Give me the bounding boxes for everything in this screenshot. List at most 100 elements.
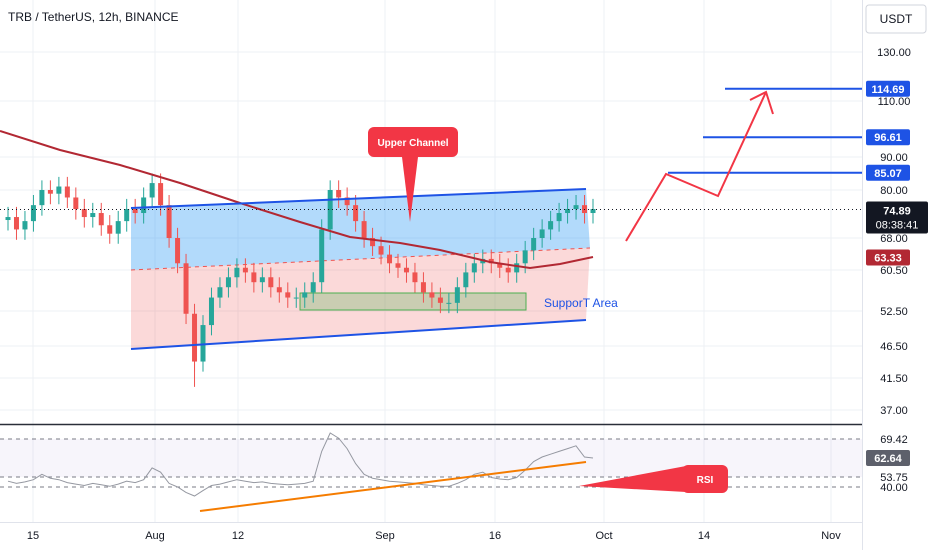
rsi-callout-label: RSI <box>697 475 714 486</box>
candle-body <box>565 209 571 214</box>
support-area-label: SupporT Area <box>544 296 618 310</box>
x-tick-label: 15 <box>27 530 39 542</box>
y-tick-label: 41.50 <box>880 373 908 385</box>
candle-body <box>90 213 96 218</box>
candle-body <box>412 272 418 283</box>
y-tick-label: 37.00 <box>880 405 908 417</box>
candle-body <box>166 205 172 238</box>
candle-body <box>107 225 113 234</box>
moving-average <box>0 130 594 270</box>
x-tick-label: Sep <box>375 530 395 542</box>
upper-channel-line <box>130 188 587 209</box>
candle-body <box>149 183 155 198</box>
candle-body <box>327 190 333 230</box>
candle-body <box>115 221 121 234</box>
candle-body <box>13 217 19 230</box>
candle-body <box>420 282 426 293</box>
countdown-label: 08:38:41 <box>876 219 919 231</box>
last-price-label: 74.89 <box>883 205 911 217</box>
candle-body <box>590 209 596 214</box>
candle-body <box>158 183 164 206</box>
candle-body <box>514 263 520 273</box>
rsi-trendline <box>199 461 587 512</box>
candle-body <box>319 229 325 283</box>
candle-body <box>251 272 257 283</box>
candle-body <box>395 263 401 268</box>
rsi-callout <box>682 465 728 493</box>
price-tag-label: 114.69 <box>871 84 904 96</box>
upper-channel-label: Upper Channel <box>377 138 448 149</box>
candle-body <box>488 258 494 264</box>
candle-body <box>446 302 452 304</box>
rsi-line <box>7 432 594 497</box>
y-tick-label: 68.00 <box>880 233 908 245</box>
time-axis: 15 Aug 12 Sep 16 Oct 14 Nov <box>27 530 841 542</box>
projection-arrow-head <box>749 90 774 115</box>
candle-body <box>285 292 291 298</box>
x-tick-label: 12 <box>232 530 244 542</box>
candle-body <box>505 267 511 273</box>
candle-body <box>200 325 206 362</box>
candle-body <box>522 250 528 264</box>
rsi-tick-label: 53.75 <box>880 472 908 484</box>
rsi-value-label: 62.64 <box>874 453 902 465</box>
candle-body <box>497 263 503 268</box>
upper-channel-callout <box>368 127 458 157</box>
price-tag-85.07 <box>866 164 910 181</box>
last-price-tag <box>866 201 928 234</box>
candle-body <box>293 297 299 299</box>
candle-body <box>208 297 214 326</box>
candle-body <box>259 277 265 283</box>
price-tag-label: 85.07 <box>874 168 902 180</box>
price-tag-63.33 <box>866 249 910 266</box>
candle-body <box>403 267 409 273</box>
candle-body <box>336 190 342 198</box>
candle-body <box>22 221 28 230</box>
y-tick-label: 110.00 <box>878 96 911 108</box>
y-tick-label: 60.50 <box>880 265 908 277</box>
candle-body <box>353 205 359 222</box>
candle-body <box>573 205 579 210</box>
price-tag-114.69 <box>866 80 910 97</box>
candle-body <box>183 263 189 314</box>
candle-body <box>387 254 393 264</box>
price-tag-label: 96.61 <box>874 132 902 144</box>
candle-body <box>276 287 282 293</box>
candle-body <box>437 297 443 303</box>
candle-body <box>370 238 376 247</box>
candle-body <box>217 287 223 298</box>
candle-body <box>30 205 36 222</box>
rsi-pane: RSI <box>0 432 862 512</box>
candle-body <box>56 186 62 194</box>
candle-body <box>556 213 562 222</box>
candle-body <box>548 221 554 230</box>
x-tick-label: Nov <box>821 530 841 542</box>
candle-body <box>39 190 45 206</box>
candle-body <box>141 197 147 214</box>
rsi-band <box>0 439 862 477</box>
ma-line <box>0 130 594 270</box>
candle-body <box>47 190 53 194</box>
upper-channel-zone <box>131 189 590 270</box>
price-tag-96.61 <box>866 129 910 146</box>
y-tick-label: 90.00 <box>880 152 908 164</box>
candle-body <box>242 267 248 273</box>
currency-label[interactable]: USDT <box>880 12 913 26</box>
x-tick-label: 16 <box>489 530 501 542</box>
candle-body <box>98 213 104 226</box>
y-tick-label: 46.50 <box>880 341 908 353</box>
rsi-tick-label: 40.00 <box>880 482 908 494</box>
y-tick-label: 52.50 <box>880 306 908 318</box>
y-tick-label: 80.00 <box>880 185 908 197</box>
rsi-tick-label: 69.42 <box>880 434 908 446</box>
x-tick-label: Oct <box>595 530 612 542</box>
candle-body <box>531 238 537 251</box>
overlays: Upper Channel SupporT Area <box>0 87 862 350</box>
candle-body <box>132 209 138 214</box>
candle-body <box>361 221 367 238</box>
candle-body <box>302 292 308 298</box>
currency-button[interactable]: USDT <box>865 4 927 34</box>
projection-arrow <box>625 91 767 242</box>
